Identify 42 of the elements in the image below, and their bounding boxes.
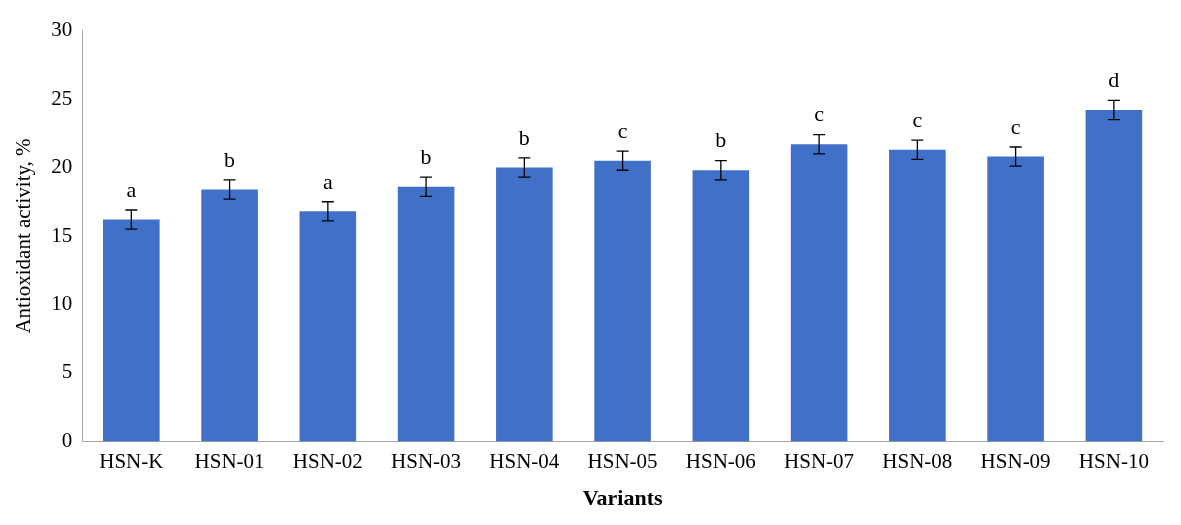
y-tick-label: 25 (51, 85, 73, 110)
annotation: c (912, 106, 923, 132)
bar (496, 167, 553, 442)
y-axis-title: Antioxidant activity, % (11, 138, 36, 334)
bar (103, 219, 160, 442)
bar (889, 149, 946, 442)
bar (201, 189, 258, 442)
y-tick-label: 0 (61, 427, 73, 452)
x-tick-label: HSN-08 (882, 448, 953, 473)
x-axis-title: Variants (582, 485, 663, 511)
x-tick-label: HSN-07 (784, 448, 855, 473)
y-tick-label: 10 (51, 290, 73, 315)
y-tick-label: 30 (51, 17, 73, 42)
y-tick-label: 20 (51, 154, 73, 179)
x-tick-label: HSN-02 (292, 448, 363, 473)
bar (397, 186, 455, 442)
bar (692, 170, 750, 442)
annotation: c (814, 101, 825, 127)
x-tick-label: HSN-04 (489, 448, 560, 473)
y-tick-label: 15 (51, 222, 73, 247)
x-tick-label: HSN-K (99, 448, 164, 473)
annotation: d (1108, 67, 1120, 93)
annotation: b (518, 124, 530, 150)
annotation: c (617, 117, 628, 143)
x-tick-label: HSN-01 (194, 448, 265, 473)
bar (790, 144, 848, 442)
bar (594, 160, 651, 442)
annotation: b (420, 143, 432, 169)
x-tick-label: HSN-06 (685, 448, 756, 473)
bar (1085, 110, 1143, 442)
x-tick-label: HSN-09 (980, 448, 1051, 473)
annotation: b (224, 146, 236, 172)
x-tick-label: HSN-05 (587, 448, 658, 473)
annotation: a (322, 168, 333, 194)
annotation: b (715, 127, 727, 153)
bar (987, 156, 1044, 442)
y-tick-label: 5 (61, 359, 73, 384)
x-tick-label: HSN-03 (391, 448, 462, 473)
x-tick-label: HSN-10 (1078, 448, 1149, 473)
annotation: a (126, 176, 137, 202)
bar (299, 211, 357, 442)
annotation: c (1010, 113, 1021, 139)
